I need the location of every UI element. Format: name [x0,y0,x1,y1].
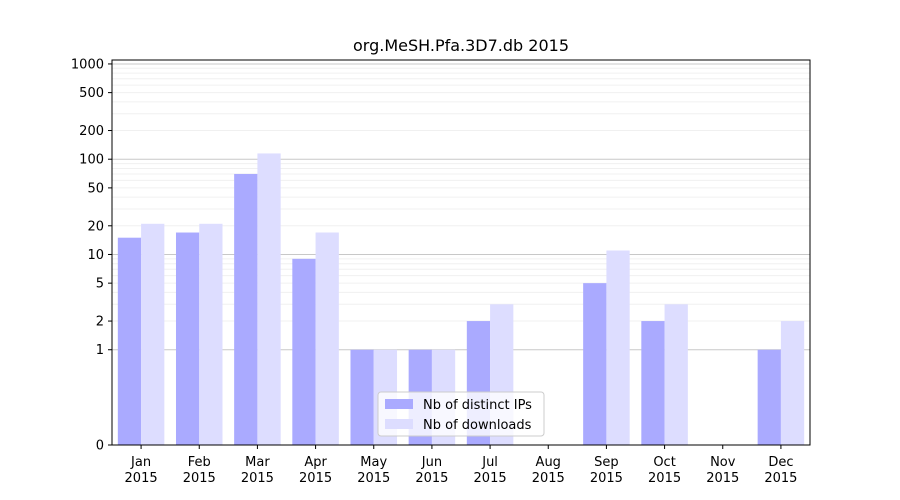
x-tick-label: Dec 2015 [764,455,797,486]
legend-label: Nb of distinct IPs [423,398,532,413]
bar [664,304,688,445]
x-tick-label: Jul 2015 [474,455,507,486]
y-tick-label: 10 [87,248,104,263]
y-tick-label: 0 [96,439,104,454]
bar [583,283,607,445]
x-tick-label: Sep 2015 [590,455,623,486]
bar [141,223,165,445]
bar [757,349,781,445]
grid-lines [112,63,810,351]
y-axis: 0 1 2 5 10 20 50 100 200 500 1000 [71,57,112,454]
bar [780,321,805,445]
legend-swatch [385,399,413,409]
x-tick-label: Oct 2015 [648,455,681,486]
bar [257,153,281,445]
y-tick-label: 1000 [71,57,104,72]
y-tick-label: 2 [96,315,104,330]
bar [199,223,223,445]
x-axis: Jan 2015 Feb 2015 Mar 2015 Apr 2015 May 2015 Jun 20… [125,445,797,486]
legend: Nb of distinct IPs Nb of downloads [377,391,545,437]
legend-label: Nb of downloads [423,418,532,433]
bar [315,232,339,445]
y-tick-label: 500 [79,86,104,101]
x-tick-label: Aug 2015 [532,455,565,486]
x-tick-label: May 2015 [357,455,390,486]
y-tick-label: 100 [79,153,104,168]
bar [234,173,258,445]
bar [117,237,142,445]
plot-frame [111,59,811,446]
bar [350,349,374,445]
x-tick-label: Nov 2015 [706,455,739,486]
bar [606,250,630,445]
legend-box [377,391,545,437]
y-tick-label: 5 [96,277,104,292]
y-tick-label: 1 [96,343,104,358]
bar [641,321,665,445]
y-tick-label: 50 [87,181,104,196]
chart-title: org.MeSH.Pfa.3D7.db 2015 [353,36,569,55]
y-tick-label: 20 [87,219,104,234]
x-tick-label: Jan 2015 [125,455,158,486]
legend-swatch [385,419,413,429]
bar [175,232,200,445]
x-tick-label: Jun 2015 [415,455,448,486]
x-tick-label: Feb 2015 [183,455,216,486]
x-tick-label: Mar 2015 [241,455,274,486]
bar [292,258,316,445]
x-tick-label: Apr 2015 [299,455,332,486]
y-tick-label: 200 [79,124,104,139]
